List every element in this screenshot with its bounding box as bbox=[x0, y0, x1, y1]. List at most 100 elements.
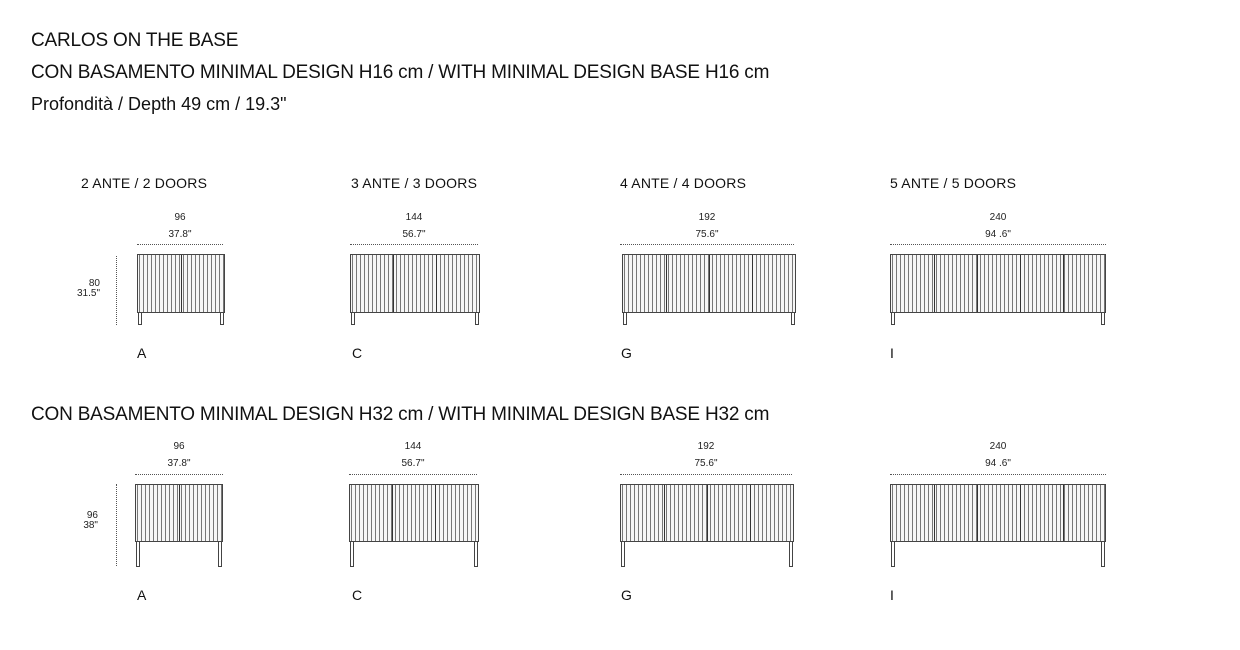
cabinet-leg bbox=[351, 312, 355, 325]
dim-line bbox=[620, 474, 792, 475]
door-separator bbox=[752, 255, 753, 312]
cabinet-leg bbox=[474, 541, 478, 567]
door-separator bbox=[750, 485, 751, 541]
door-separator bbox=[392, 485, 393, 541]
door-separator bbox=[436, 255, 437, 312]
door-separator bbox=[666, 255, 667, 312]
width-dim-i1: 240 94 .6" bbox=[890, 209, 1106, 243]
model-code-a: A bbox=[137, 345, 147, 361]
cabinet-leg bbox=[623, 312, 627, 325]
height-line bbox=[116, 256, 117, 325]
cabinet-leg bbox=[136, 541, 140, 567]
model-code-i: I bbox=[890, 345, 894, 361]
width-cm: 240 bbox=[989, 441, 1007, 452]
width-in: 37.8" bbox=[167, 458, 191, 469]
cabinet-leg bbox=[218, 541, 222, 567]
width-in: 37.8" bbox=[168, 229, 192, 240]
width-cm: 96 bbox=[174, 212, 186, 223]
width-cm: 192 bbox=[697, 441, 715, 452]
door-separator bbox=[707, 485, 708, 541]
door-separator bbox=[1020, 485, 1021, 541]
height-cm: 96 bbox=[86, 510, 98, 521]
width-dim-c2: 144 56.7" bbox=[349, 438, 477, 472]
cabinet-i-h32 bbox=[890, 484, 1106, 542]
height-line bbox=[116, 484, 117, 566]
dim-line bbox=[349, 474, 477, 475]
model-code-g: G bbox=[621, 345, 632, 361]
dim-line bbox=[890, 474, 1106, 475]
cabinet-leg bbox=[475, 312, 479, 325]
width-dim-i2: 240 94 .6" bbox=[890, 438, 1106, 472]
depth-note: Profondità / Depth 49 cm / 19.3" bbox=[31, 94, 287, 114]
height-in: 31.5" bbox=[76, 288, 100, 299]
door-separator bbox=[393, 255, 394, 312]
width-dim-g1: 192 75.6" bbox=[620, 209, 794, 243]
cabinet-i-h16 bbox=[890, 254, 1106, 313]
door-separator bbox=[664, 485, 665, 541]
cabinet-leg bbox=[789, 541, 793, 567]
door-separator bbox=[181, 255, 182, 312]
door-separator bbox=[709, 255, 710, 312]
cabinet-leg bbox=[891, 312, 895, 325]
section1-title: CON BASAMENTO MINIMAL DESIGN H16 cm / WI… bbox=[31, 62, 770, 83]
width-in: 75.6" bbox=[695, 229, 719, 240]
doors-label-5: 5 ANTE / 5 DOORS bbox=[890, 175, 1017, 191]
model-code-c: C bbox=[352, 345, 363, 361]
door-separator bbox=[934, 485, 935, 541]
doors-label-4: 4 ANTE / 4 DOORS bbox=[620, 175, 747, 191]
cabinet-a-h16 bbox=[137, 254, 225, 313]
doors-label-3: 3 ANTE / 3 DOORS bbox=[351, 175, 478, 191]
cabinet-leg bbox=[1101, 312, 1105, 325]
cabinet-c-h32 bbox=[349, 484, 479, 542]
height-cm: 80 bbox=[88, 278, 100, 289]
width-in: 94 .6" bbox=[985, 229, 1011, 240]
width-in: 56.7" bbox=[402, 229, 426, 240]
dim-line bbox=[137, 244, 223, 245]
model-code-c: C bbox=[352, 587, 363, 603]
width-dim-c1: 144 56.7" bbox=[350, 209, 478, 243]
dim-line bbox=[135, 474, 223, 475]
door-separator bbox=[977, 255, 978, 312]
width-in: 56.7" bbox=[401, 458, 425, 469]
width-cm: 144 bbox=[405, 212, 423, 223]
door-separator bbox=[977, 485, 978, 541]
cabinet-leg bbox=[791, 312, 795, 325]
cabinet-leg bbox=[220, 312, 224, 325]
door-separator bbox=[1063, 255, 1064, 312]
width-dim-g2: 192 75.6" bbox=[620, 438, 792, 472]
width-cm: 144 bbox=[404, 441, 422, 452]
dim-line bbox=[620, 244, 794, 245]
width-cm: 192 bbox=[698, 212, 716, 223]
width-in: 94 .6" bbox=[985, 458, 1011, 469]
doors-label-2: 2 ANTE / 2 DOORS bbox=[81, 175, 208, 191]
width-cm: 240 bbox=[989, 212, 1007, 223]
width-dim-a1: 96 37.8" bbox=[137, 209, 223, 243]
cabinet-leg bbox=[1101, 541, 1105, 567]
page-title: CARLOS ON THE BASE bbox=[31, 30, 239, 51]
height-dim-row1: 80 31.5" bbox=[74, 279, 100, 299]
cabinet-leg bbox=[621, 541, 625, 567]
door-separator bbox=[1020, 255, 1021, 312]
door-separator bbox=[1063, 485, 1064, 541]
model-code-a: A bbox=[137, 587, 147, 603]
model-code-g: G bbox=[621, 587, 632, 603]
dim-line bbox=[890, 244, 1106, 245]
width-in: 75.6" bbox=[694, 458, 718, 469]
cabinet-leg bbox=[350, 541, 354, 567]
door-separator bbox=[435, 485, 436, 541]
door-separator bbox=[179, 485, 180, 541]
cabinet-g-h32 bbox=[620, 484, 794, 542]
cabinet-leg bbox=[138, 312, 142, 325]
height-dim-row2: 96 38" bbox=[72, 511, 98, 531]
cabinet-a-h32 bbox=[135, 484, 223, 542]
model-code-i: I bbox=[890, 587, 894, 603]
width-cm: 96 bbox=[173, 441, 185, 452]
cabinet-leg bbox=[891, 541, 895, 567]
door-separator bbox=[934, 255, 935, 312]
section2-title: CON BASAMENTO MINIMAL DESIGN H32 cm / WI… bbox=[31, 404, 770, 425]
dim-line bbox=[350, 244, 478, 245]
cabinet-c-h16 bbox=[350, 254, 480, 313]
cabinet-g-h16 bbox=[622, 254, 796, 313]
height-in: 38" bbox=[83, 520, 98, 531]
width-dim-a2: 96 37.8" bbox=[135, 438, 223, 472]
